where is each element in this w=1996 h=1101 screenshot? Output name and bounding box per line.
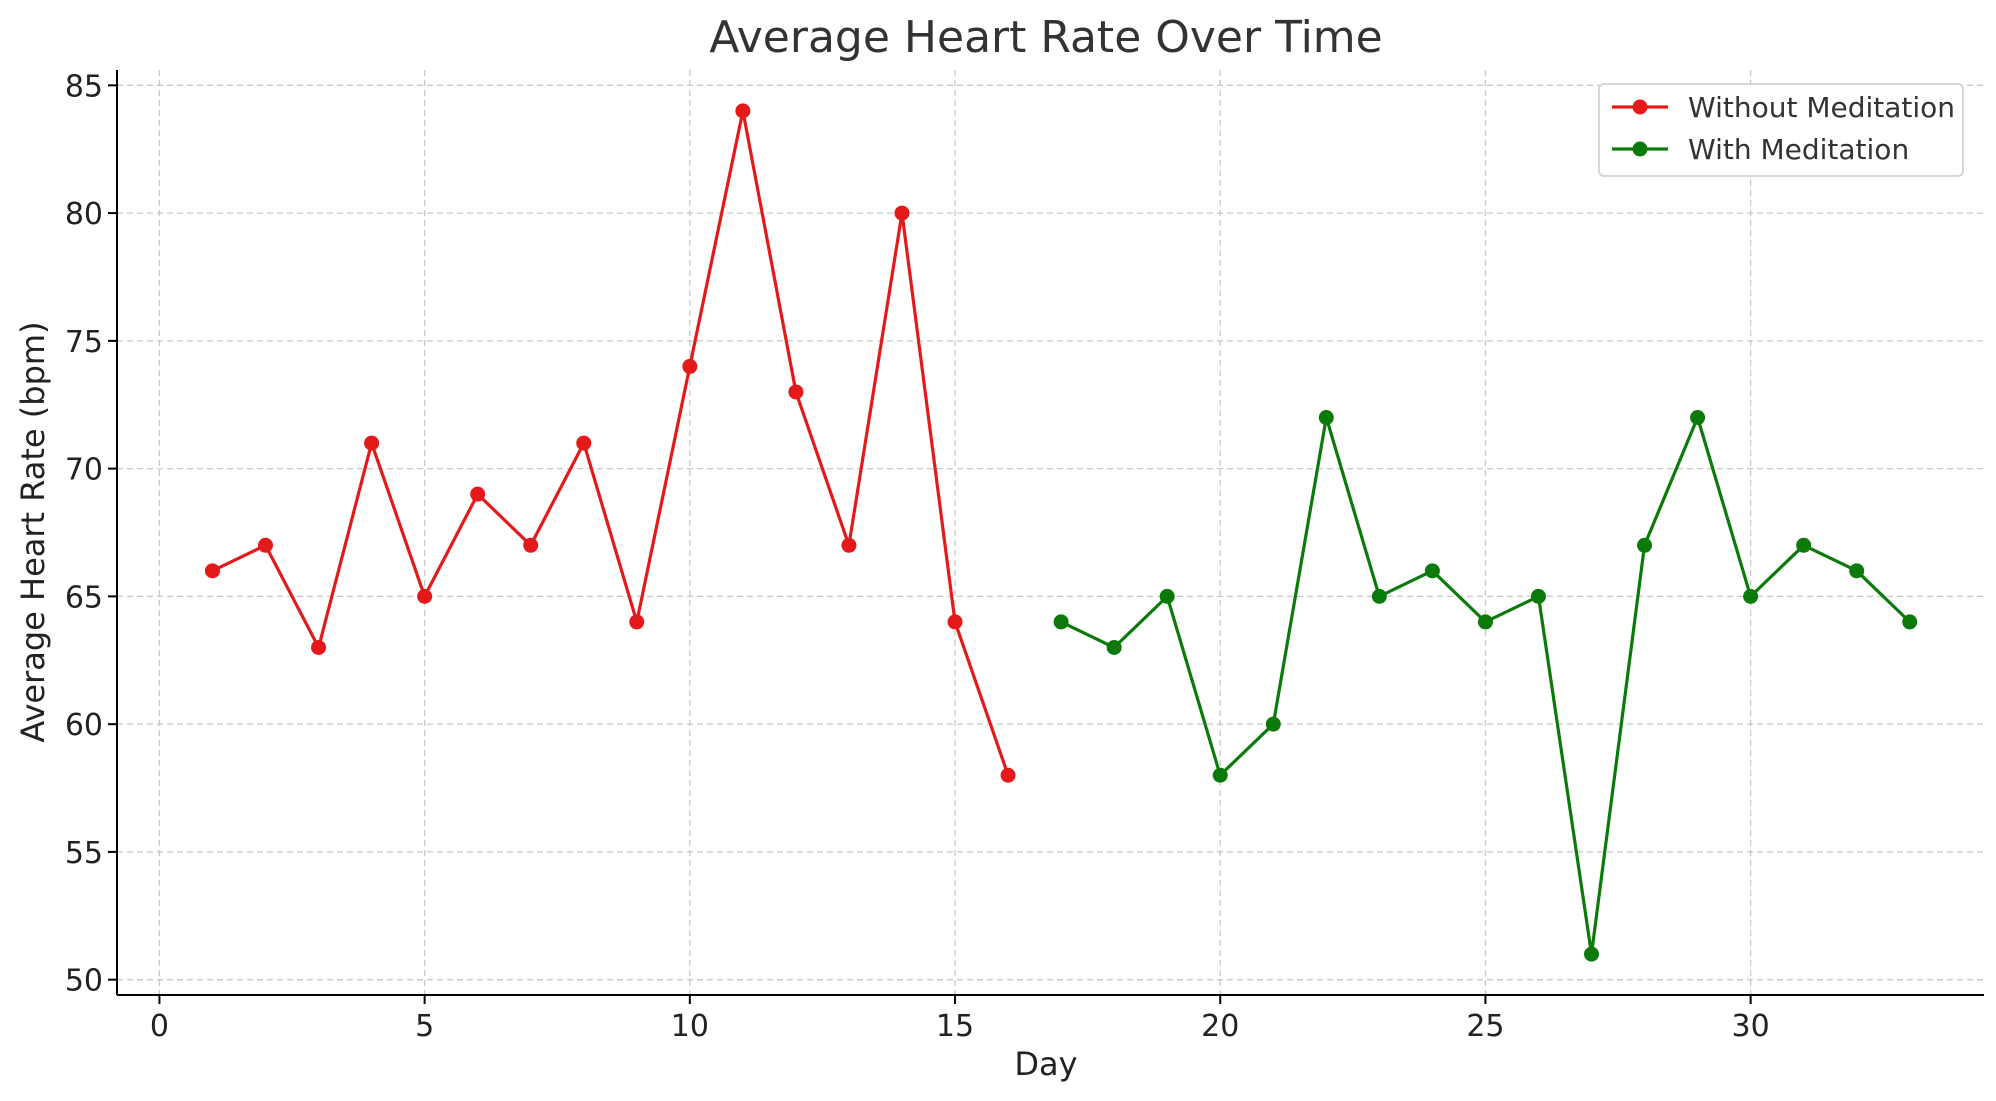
data-point-with-meditation (1637, 537, 1653, 553)
legend-label: With Meditation (1688, 133, 1909, 166)
legend-swatch-marker (1632, 99, 1648, 115)
data-point-without-meditation (1000, 767, 1016, 783)
data-point-with-meditation (1902, 614, 1918, 630)
data-point-with-meditation (1584, 946, 1600, 962)
data-point-without-meditation (204, 563, 220, 579)
x-ticks: 0 5 10 15 20 25 30 (150, 995, 1770, 1044)
data-point-without-meditation (629, 614, 645, 630)
data-point-with-meditation (1849, 563, 1865, 579)
data-point-with-meditation (1371, 588, 1387, 604)
data-point-without-meditation (894, 205, 910, 221)
data-point-with-meditation (1530, 588, 1546, 604)
legend-item-without-meditation: Without Meditation (1612, 91, 1955, 124)
x-axis-label: Day (1014, 1045, 1077, 1083)
grid (117, 70, 1984, 995)
x-tick-label: 20 (1201, 1009, 1239, 1044)
y-tick-label: 85 (65, 69, 103, 104)
data-point-without-meditation (417, 588, 433, 604)
y-tick-label: 70 (65, 453, 103, 488)
y-tick-label: 55 (65, 836, 103, 871)
data-point-with-meditation (1106, 639, 1122, 655)
legend-label: Without Meditation (1688, 91, 1955, 124)
legend-swatch-marker (1632, 141, 1648, 157)
data-point-with-meditation (1318, 410, 1334, 426)
series-layer (204, 103, 1918, 962)
data-point-without-meditation (258, 537, 274, 553)
y-tick-label: 50 (65, 964, 103, 999)
data-point-with-meditation (1743, 588, 1759, 604)
y-axis-label: Average Heart Rate (bpm) (14, 321, 52, 742)
x-tick-label: 15 (936, 1009, 974, 1044)
legend-items: Without Meditation With Meditation (1612, 91, 1955, 166)
y-tick-label: 60 (65, 708, 103, 743)
y-ticks: 50 55 60 65 70 75 80 85 (65, 69, 117, 999)
data-point-with-meditation (1424, 563, 1440, 579)
data-point-with-meditation (1053, 614, 1069, 630)
data-point-with-meditation (1159, 588, 1175, 604)
data-point-without-meditation (735, 103, 751, 119)
x-tick-label: 5 (415, 1009, 434, 1044)
data-point-with-meditation (1265, 716, 1281, 732)
x-tick-label: 25 (1466, 1009, 1504, 1044)
data-point-without-meditation (311, 639, 327, 655)
data-point-without-meditation (841, 537, 857, 553)
series-line-without-meditation (211, 109, 1010, 776)
data-point-without-meditation (788, 384, 804, 400)
x-tick-label: 30 (1732, 1009, 1770, 1044)
chart-title: Average Heart Rate Over Time (709, 12, 1383, 63)
series-without-meditation (204, 103, 1016, 783)
data-point-without-meditation (523, 537, 539, 553)
data-point-without-meditation (470, 486, 486, 502)
data-point-with-meditation (1690, 410, 1706, 426)
x-tick-label: 0 (150, 1009, 169, 1044)
data-point-with-meditation (1796, 537, 1812, 553)
data-point-without-meditation (576, 435, 592, 451)
legend: Without Meditation With Meditation (1598, 83, 1964, 177)
data-point-with-meditation (1212, 767, 1228, 783)
y-tick-label: 75 (65, 325, 103, 360)
data-point-without-meditation (682, 358, 698, 374)
series-with-meditation (1053, 410, 1918, 962)
data-point-without-meditation (364, 435, 380, 451)
data-point-without-meditation (947, 614, 963, 630)
data-point-with-meditation (1477, 614, 1493, 630)
x-tick-label: 10 (671, 1009, 709, 1044)
legend-item-with-meditation: With Meditation (1612, 133, 1909, 166)
y-tick-label: 80 (65, 197, 103, 232)
y-tick-label: 65 (65, 580, 103, 615)
legend-box (1598, 83, 1964, 177)
